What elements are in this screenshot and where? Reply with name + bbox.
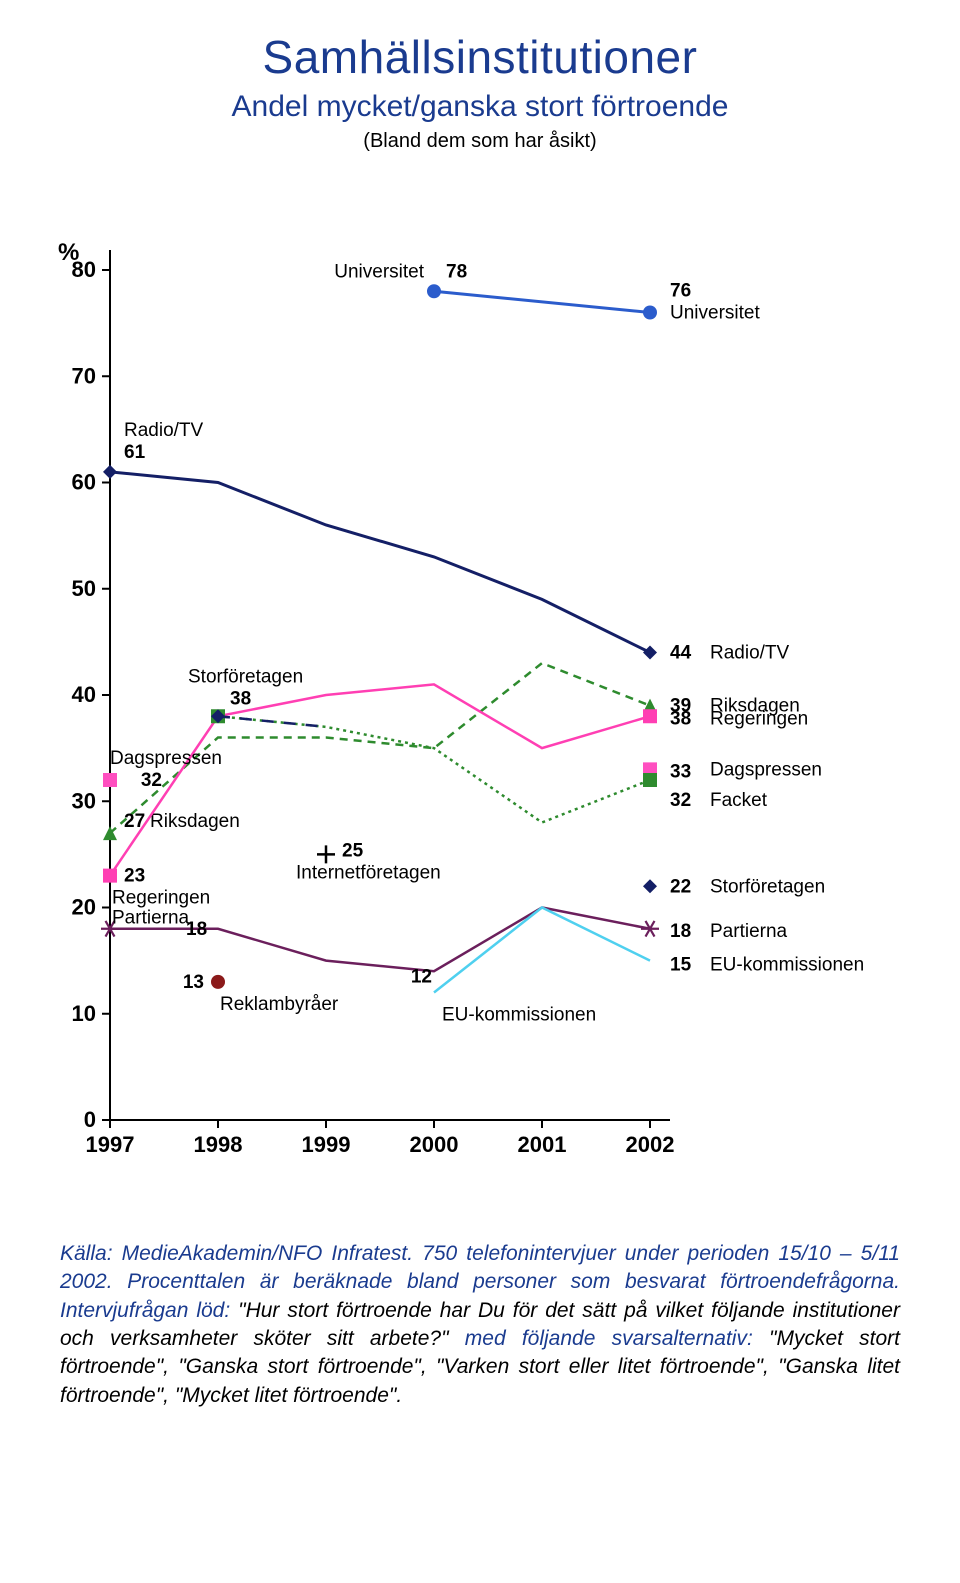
marker-circle (211, 975, 225, 989)
marker-diamond (103, 465, 117, 479)
caption-source: MedieAkademin/NFO Infratest. (122, 1242, 414, 1265)
series-universitet (434, 291, 650, 312)
series-radiotv (110, 472, 650, 653)
y-tick-label: 10 (72, 1001, 96, 1026)
series-regeringen (110, 684, 650, 875)
x-tick-label: 2001 (518, 1132, 567, 1157)
label-reklam-val: 13 (183, 972, 204, 993)
marker-square (643, 709, 657, 723)
y-tick-label: 60 (72, 470, 96, 495)
label-facket-end-val: 32 (670, 790, 691, 811)
label-internet-val: 25 (342, 840, 364, 861)
label-regeringen-start-val: 23 (124, 866, 145, 887)
label-partierna-start-name: Partierna (112, 908, 190, 929)
label-storforetagen-start-val: 38 (230, 688, 251, 709)
page-root: Samhällsinstitutioner Andel mycket/gansk… (0, 0, 960, 1583)
chart-svg: 01020304050607080%1997199819992000200120… (40, 220, 920, 1180)
x-tick-label: 1998 (194, 1132, 243, 1157)
marker-circle (643, 306, 657, 320)
y-tick-label: 50 (72, 576, 96, 601)
x-tick-label: 1999 (302, 1132, 351, 1157)
label-eu-end-val: 15 (670, 955, 692, 976)
y-tick-label: 30 (72, 788, 96, 813)
label-radiotv-end-name: Radio/TV (710, 643, 790, 664)
y-tick-label: 20 (72, 895, 96, 920)
y-tick-label: 70 (72, 363, 96, 388)
label-regeringen-end-name: Regeringen (710, 708, 808, 729)
x-tick-label: 2002 (626, 1132, 675, 1157)
marker-diamond (643, 646, 657, 660)
label-eu-start-val: 12 (411, 967, 432, 988)
label-partierna-end-val: 18 (670, 921, 691, 942)
marker-diamond (643, 879, 657, 893)
caption-block: Källa: MedieAkademin/NFO Infratest. 750 … (60, 1240, 900, 1410)
page-title: Samhällsinstitutioner (0, 30, 960, 84)
label-universitet-end-name: Universitet (670, 303, 760, 324)
marker-square (643, 773, 657, 787)
label-radiotv-end-val: 44 (670, 643, 692, 664)
label-regeringen-end-val: 38 (670, 708, 691, 729)
label-regeringen-start-name: Regeringen (112, 888, 210, 909)
chart-container: 01020304050607080%1997199819992000200120… (40, 220, 920, 1180)
caption-body2: med följande svarsalternativ: (465, 1327, 753, 1350)
marker-square (103, 773, 117, 787)
x-tick-label: 2000 (410, 1132, 459, 1157)
label-storforetagen-end-val: 22 (670, 876, 691, 897)
label-universitet-start-name: Universitet (334, 261, 424, 282)
label-riksdagen-start-name: Riksdagen (150, 811, 240, 832)
label-universitet-start-val: 78 (446, 261, 467, 282)
label-partierna-start-val: 18 (186, 919, 207, 940)
label-dagspressen-start-name: Dagspressen (110, 748, 222, 769)
label-eu-end-name: EU-kommissionen (710, 955, 864, 976)
label-eu-start-name: EU-kommissionen (442, 1005, 596, 1026)
label-universitet-end-val: 76 (670, 281, 691, 302)
page-subtitle: Andel mycket/ganska stort förtroende (0, 90, 960, 124)
marker-square (103, 869, 117, 883)
label-dagspressen-end-val: 33 (670, 761, 691, 782)
y-tick-label: 40 (72, 682, 96, 707)
label-dagspressen-end-name: Dagspressen (710, 759, 822, 780)
series-eu (434, 908, 650, 993)
label-facket-end-name: Facket (710, 790, 768, 811)
label-partierna-end-name: Partierna (710, 921, 788, 942)
label-storforetagen-start-name: Storföretagen (188, 666, 303, 687)
label-internet-name: Internetföretagen (296, 862, 441, 883)
label-storforetagen-end-name: Storföretagen (710, 876, 825, 897)
y-axis-pct: % (58, 239, 79, 266)
x-tick-label: 1997 (86, 1132, 135, 1157)
caption-source-prefix: Källa: (60, 1242, 113, 1265)
label-radiotv-start-val: 61 (124, 442, 146, 463)
label-radiotv-start-name: Radio/TV (124, 420, 204, 441)
label-dagspressen-start-val: 32 (141, 770, 162, 791)
y-tick-label: 0 (84, 1107, 96, 1132)
page-paren: (Bland dem som har åsikt) (0, 130, 960, 153)
series-facket (218, 716, 650, 822)
marker-circle (427, 284, 441, 298)
label-reklam-name: Reklambyråer (220, 994, 339, 1015)
